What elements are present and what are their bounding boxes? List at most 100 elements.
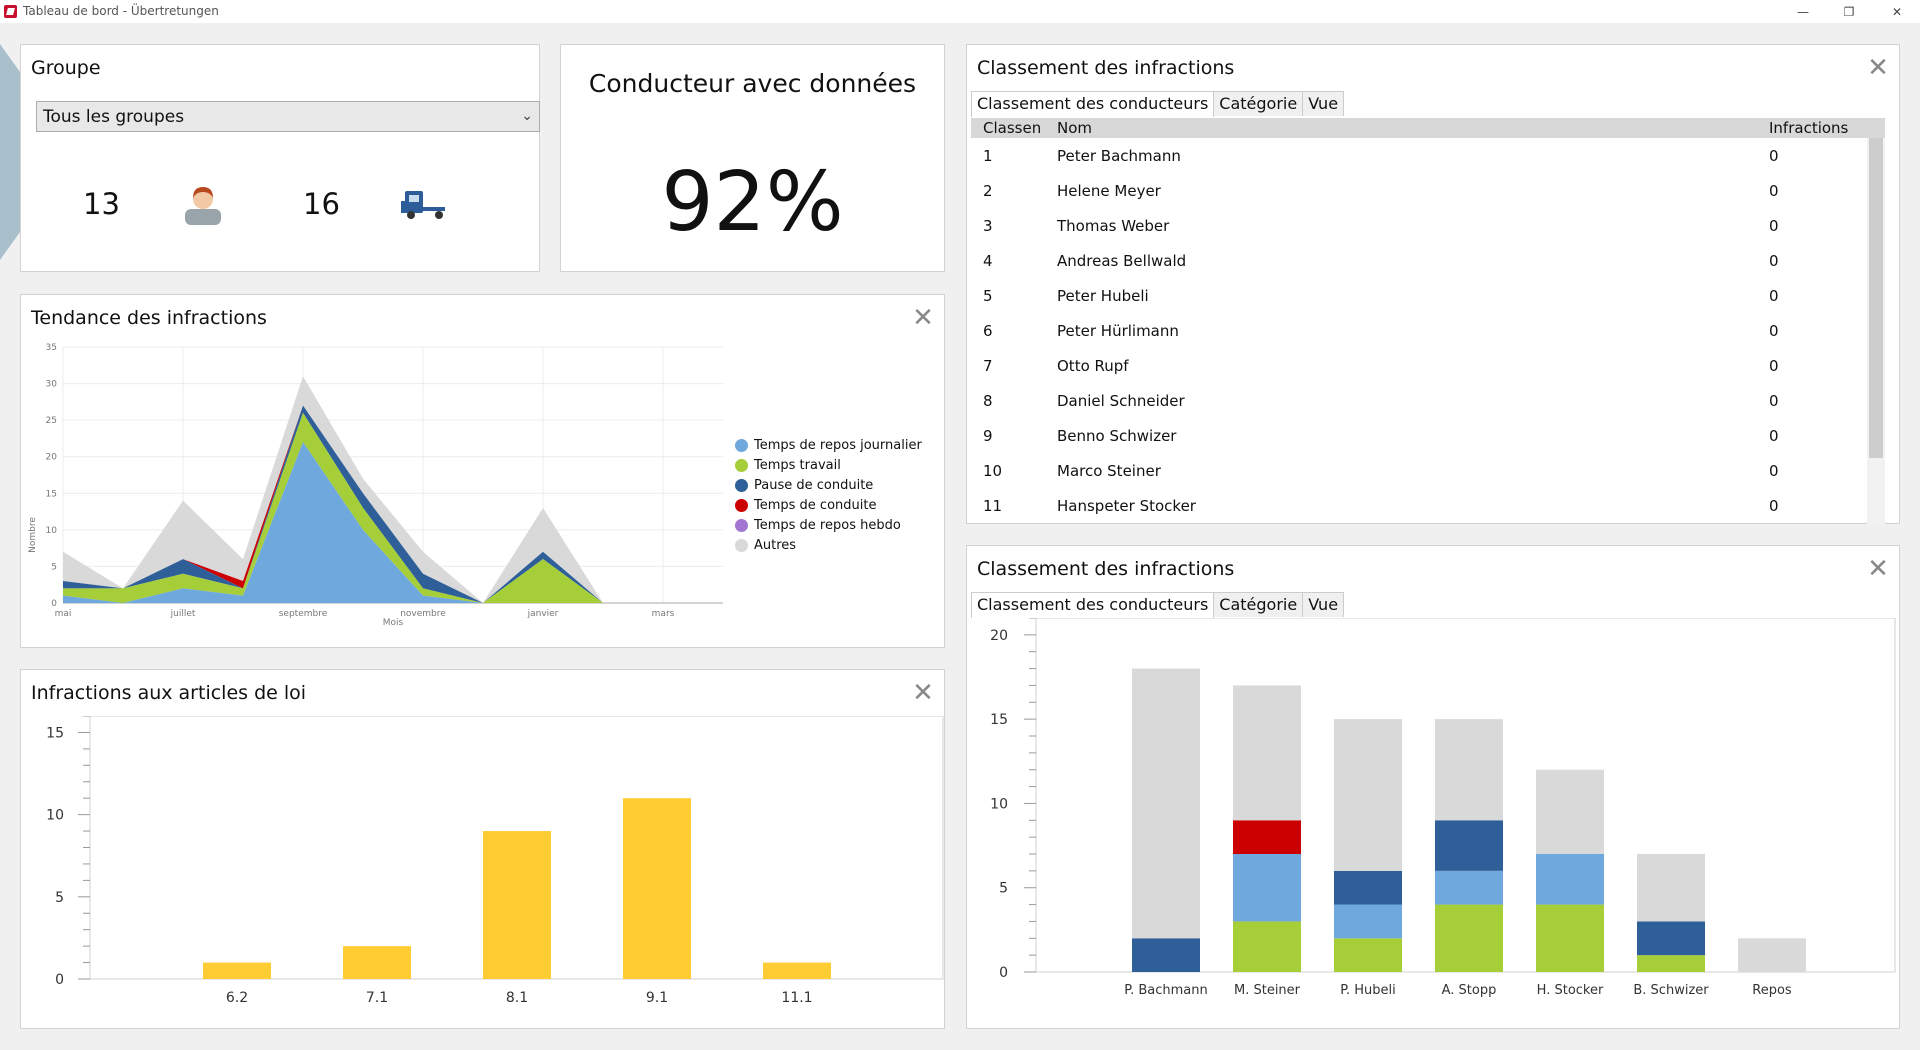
rank-cell: 2 — [983, 181, 993, 200]
legend-item[interactable]: Temps de conduite — [735, 495, 922, 515]
column-header-name[interactable]: Nom — [1057, 119, 1093, 137]
table-row[interactable]: 3 Thomas Weber 0 — [971, 208, 1885, 243]
y-tick-label: 0 — [51, 599, 57, 609]
ranking-stacked-bar-chart: 0 5 10 15 20 P. Bachmann M. Steiner P. Hubeli A.… — [990, 618, 1896, 998]
legend-item[interactable]: Temps de repos hebdo — [735, 515, 922, 535]
legend-swatch — [735, 458, 748, 472]
table-row[interactable]: 8 Daniel Schneider 0 — [971, 383, 1885, 418]
legend-item[interactable]: Temps travail — [735, 455, 922, 475]
infractions-cell: 0 — [1769, 181, 1779, 200]
title-bar: Tableau de bord - Übertretungen — ❐ ✕ — [0, 0, 1920, 23]
infractions-cell: 0 — [1769, 426, 1779, 445]
window-close-button[interactable]: ✕ — [1891, 4, 1903, 19]
restore-button[interactable]: ❐ — [1843, 4, 1855, 19]
x-tick-label: 11.1 — [781, 990, 812, 1006]
side-panel-toggle[interactable] — [0, 44, 20, 260]
legend-swatch — [735, 438, 748, 452]
table-row[interactable]: 10 Marco Steiner 0 — [971, 453, 1885, 488]
rank-cell: 11 — [983, 496, 1003, 515]
y-axis-label: Nombre — [28, 517, 38, 553]
bar-9.1 — [623, 798, 691, 979]
ranking-tabs: Classement des conducteurs Catégorie Vue — [971, 91, 1345, 117]
bar-segment-temps-de-conduite — [1233, 820, 1301, 854]
x-tick-label: novembre — [400, 609, 446, 619]
rank-cell: 9 — [983, 426, 993, 445]
table-header: Classen Nom Infractions — [971, 118, 1885, 138]
rank-cell: 8 — [983, 391, 993, 410]
column-header-infractions[interactable]: Infractions — [1769, 119, 1849, 137]
table-row[interactable]: 6 Peter Hürlimann 0 — [971, 313, 1885, 348]
name-cell: Benno Schwizer — [1057, 426, 1177, 445]
close-icon[interactable]: ✕ — [912, 303, 934, 333]
tab-view[interactable]: Vue — [1302, 91, 1345, 116]
column-header-rank[interactable]: Classen — [983, 119, 1042, 137]
y-tick-label: 10 — [990, 796, 1008, 812]
close-icon[interactable]: ✕ — [1867, 554, 1889, 584]
table-row[interactable]: 4 Andreas Bellwald 0 — [971, 243, 1885, 278]
infractions-cell: 0 — [1769, 391, 1779, 410]
ranking-table-panel: Classement des infractions ✕ Classement … — [966, 44, 1900, 525]
name-cell: Peter Hubeli — [1057, 286, 1149, 305]
bar-segment-pause-de-conduite — [1435, 820, 1503, 871]
rank-cell: 10 — [983, 461, 1003, 480]
legend-item[interactable]: Autres — [735, 535, 922, 555]
y-tick-label: 35 — [46, 343, 57, 353]
law-articles-bar-chart: 0 5 10 15 6.2 7.1 8.1 9.1 11.1 — [46, 716, 944, 1006]
x-tick-label: M. Steiner — [1234, 983, 1301, 998]
close-icon[interactable]: ✕ — [912, 678, 934, 708]
minimize-button[interactable]: — — [1797, 4, 1809, 19]
group-select[interactable]: Tous les groupes ⌄ — [36, 101, 540, 132]
table-row[interactable]: 1 Peter Bachmann 0 — [971, 138, 1885, 173]
panel-title: Conducteur avec données — [588, 69, 917, 98]
legend-swatch — [735, 498, 748, 512]
bar-segment-temps-travail — [1536, 904, 1604, 972]
bar-segment-temps-de-repos-journalier — [1536, 854, 1604, 905]
bar-segment-temps-travail — [1233, 921, 1301, 972]
rank-cell: 4 — [983, 251, 993, 270]
x-axis-label: Mois — [383, 618, 404, 628]
ranking-chart-panel: Classement des infractions ✕ Classement … — [966, 545, 1900, 1029]
rank-cell: 7 — [983, 356, 993, 375]
table-row[interactable]: 5 Peter Hubeli 0 — [971, 278, 1885, 313]
legend-item[interactable]: Pause de conduite — [735, 475, 922, 495]
scrollbar-thumb[interactable] — [1869, 138, 1883, 458]
legend-label: Autres — [754, 537, 797, 553]
panel-title: Classement des infractions — [977, 57, 1235, 79]
table-row[interactable]: 11 Hanspeter Stocker 0 — [971, 488, 1885, 523]
truck-icon — [401, 191, 445, 219]
infractions-cell: 0 — [1769, 286, 1779, 305]
tab-view[interactable]: Vue — [1302, 592, 1345, 617]
x-tick-label: janvier — [527, 609, 559, 619]
y-tick-label: 15 — [990, 712, 1008, 728]
tab-driver-ranking[interactable]: Classement des conducteurs — [971, 91, 1215, 117]
tab-category[interactable]: Catégorie — [1213, 91, 1304, 116]
bar-7.1 — [343, 946, 411, 979]
driver-data-percentage: 92% — [661, 155, 844, 250]
infractions-cell: 0 — [1769, 356, 1779, 375]
legend-label: Temps de repos journalier — [754, 437, 922, 453]
table-row[interactable]: 2 Helene Meyer 0 — [971, 173, 1885, 208]
name-cell: Hanspeter Stocker — [1057, 496, 1196, 515]
tab-driver-ranking[interactable]: Classement des conducteurs — [971, 592, 1215, 618]
groupe-panel: Groupe Tous les groupes ⌄ 13 16 — [20, 44, 540, 272]
trend-panel: Tendance des infractions ✕ 0 5 10 15 20 25 30 3… — [20, 294, 945, 648]
bar-segment-temps-de-repos-journalier — [1435, 870, 1503, 905]
panel-title: Infractions aux articles de loi — [31, 682, 307, 704]
driver-count: 13 — [83, 187, 120, 221]
y-tick-label: 5 — [51, 562, 57, 572]
table-row[interactable]: 7 Otto Rupf 0 — [971, 348, 1885, 383]
table-row[interactable]: 9 Benno Schwizer 0 — [971, 418, 1885, 453]
bar-segment-temps-de-repos-journalier — [1233, 854, 1301, 922]
infractions-cell: 0 — [1769, 251, 1779, 270]
legend-item[interactable]: Temps de repos journalier — [735, 435, 922, 455]
chevron-down-icon: ⌄ — [521, 108, 533, 124]
name-cell: Otto Rupf — [1057, 356, 1129, 375]
close-icon[interactable]: ✕ — [1867, 53, 1889, 83]
ranking-chart-tabs: Classement des conducteurs Catégorie Vue — [971, 592, 1345, 618]
tab-category[interactable]: Catégorie — [1213, 592, 1304, 617]
driver-data-panel: Conducteur avec données 92% — [560, 44, 945, 272]
window-title: Tableau de bord - Übertretungen — [23, 4, 219, 18]
x-tick-label: 9.1 — [646, 990, 668, 1006]
bar-6.2 — [203, 962, 271, 979]
table-scrollbar[interactable] — [1867, 138, 1885, 525]
